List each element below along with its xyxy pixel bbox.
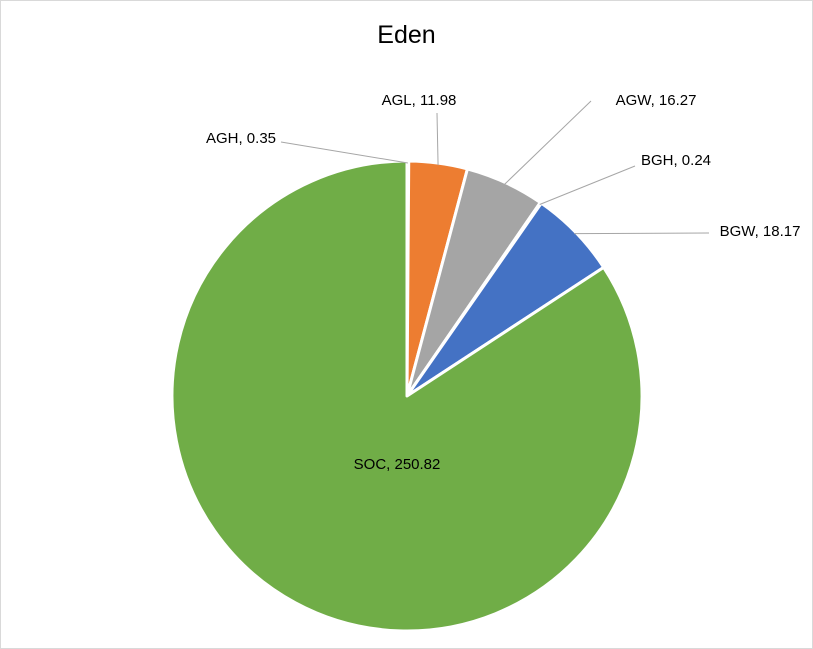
leader-line-bgh [539,165,636,205]
data-label-bgh: BGH, 0.24 [641,152,711,169]
leader-line-agw [504,100,592,185]
leader-line-agh [280,141,408,164]
data-label-bgw: BGW, 18.17 [720,223,801,240]
leader-line-bgw [574,232,710,235]
leader-line-agl [436,112,439,166]
pie-slice-soc [170,159,644,633]
data-label-soc: SOC, 250.82 [354,456,441,473]
data-label-agh: AGH, 0.35 [206,130,276,147]
chart-title: Eden [377,21,436,49]
data-label-agw: AGW, 16.27 [616,92,697,109]
data-label-agl: AGL, 11.98 [382,92,457,109]
